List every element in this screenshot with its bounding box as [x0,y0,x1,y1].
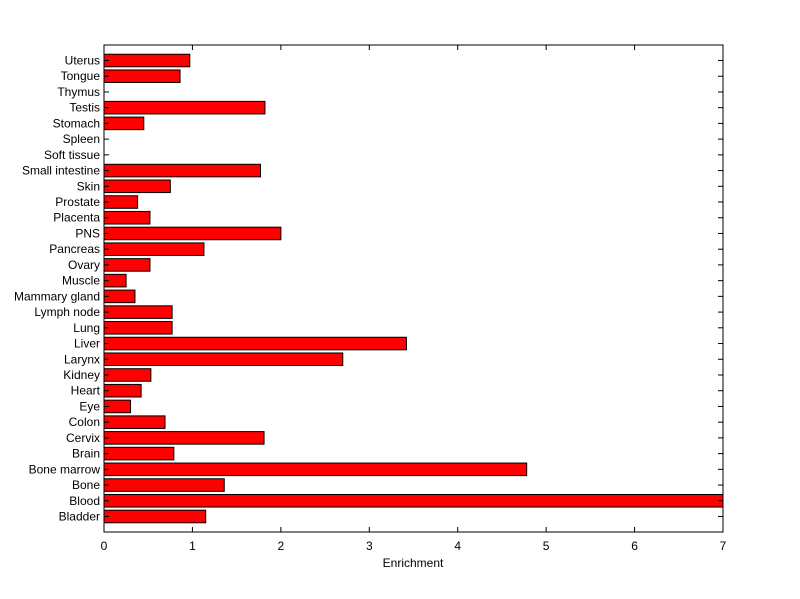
ticks-layer: 0 1 2 3 4 5 6 7 [101,45,727,553]
category-label-larynx: Larynx [64,352,100,366]
x-tick-label-1: 1 [189,539,196,553]
category-label-testis: Testis [69,101,100,115]
category-label-spleen: Spleen [63,132,100,146]
category-label-pancreas: Pancreas [49,242,100,256]
category-label-bone: Bone [72,478,100,492]
bar-small-intestine [103,163,262,178]
bar-stomach [103,116,145,131]
category-label-blood: Blood [69,494,100,508]
x-tick-label-7: 7 [720,539,727,553]
category-label-thymus: Thymus [57,85,100,99]
bars-layer [103,53,724,524]
bar-heart [103,383,142,398]
category-label-cervix: Cervix [66,431,100,445]
bar-skin [103,179,171,194]
category-label-eye: Eye [79,399,100,413]
category-label-colon: Colon [69,415,100,429]
category-label-small-intestine: Small intestine [22,164,100,178]
bar-testis [103,100,266,115]
bar-pancreas [103,242,205,256]
bar-lung [103,321,173,335]
category-label-mammary-gland: Mammary gland [14,289,100,303]
category-label-lung: Lung [73,321,100,335]
x-tick-label-6: 6 [631,539,638,553]
category-label-kidney: Kidney [63,368,100,382]
category-label-stomach: Stomach [53,116,100,130]
category-label-prostate: Prostate [55,195,100,209]
category-label-muscle: Muscle [62,274,100,288]
x-tick-label-2: 2 [278,539,285,553]
bar-liver [103,336,407,351]
category-label-placenta: Placenta [53,211,100,225]
bar-bone-marrow [103,462,528,477]
bar-colon [103,415,166,429]
bar-cervix [103,431,265,445]
x-tick-label-4: 4 [454,539,461,553]
x-tick-label-5: 5 [543,539,550,553]
bar-uterus [103,53,191,68]
bar-bladder [103,509,207,524]
bar-kidney [103,368,152,382]
category-label-lymph-node: Lymph node [34,305,100,319]
category-label-uterus: Uterus [65,54,100,68]
bar-pns [103,226,282,241]
x-axis-label: Enrichment [383,556,444,570]
category-label-bladder: Bladder [59,510,100,524]
bar-bone [103,478,225,492]
category-label-bone-marrow: Bone marrow [29,462,101,476]
x-tick-label-0: 0 [101,539,108,553]
bar-larynx [103,352,344,367]
bar-brain [103,446,175,461]
x-tick-label-3: 3 [366,539,373,553]
category-label-liver: Liver [74,337,100,351]
bar-lymph-node [103,305,173,319]
plot-area-frame [103,44,724,533]
category-label-skin: Skin [77,179,100,193]
category-label-ovary: Ovary [68,258,100,272]
bar-prostate [103,195,139,209]
bar-tongue [103,69,181,84]
category-label-brain: Brain [72,447,100,461]
category-label-soft-tissue: Soft tissue [44,148,100,162]
category-label-tongue: Tongue [61,69,101,83]
bar-blood [103,493,724,508]
bar-placenta [103,210,151,225]
category-label-heart: Heart [71,384,101,398]
bar-ovary [103,258,151,272]
category-label-pns: PNS [75,226,100,240]
